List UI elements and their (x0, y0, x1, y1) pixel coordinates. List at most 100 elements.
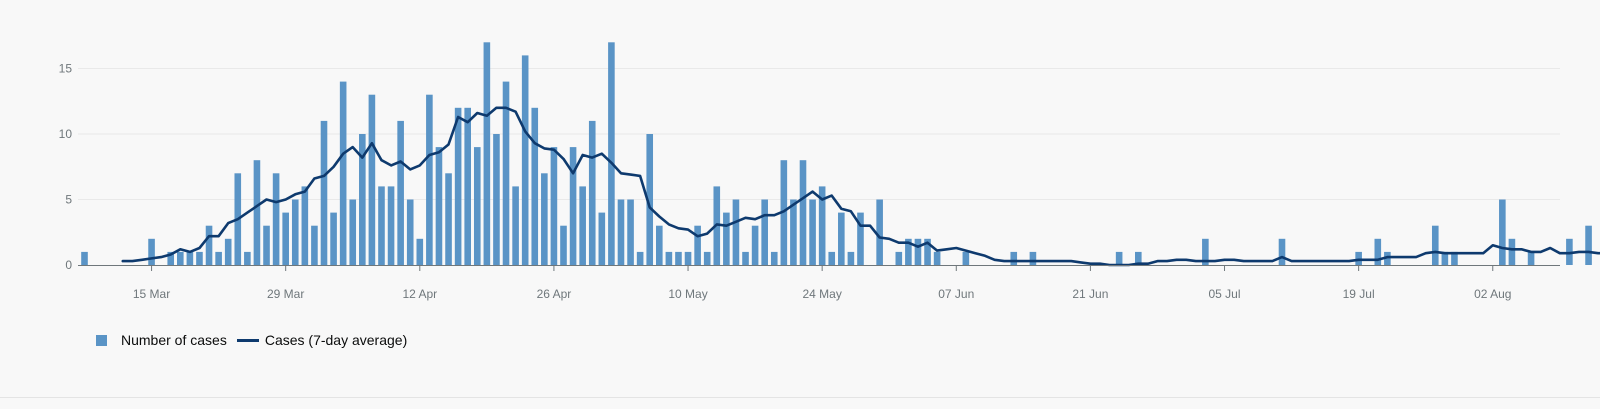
case-bar[interactable] (291, 199, 299, 266)
y-tick-label: 15 (59, 62, 73, 76)
case-bar[interactable] (818, 186, 826, 265)
case-bar[interactable] (1135, 251, 1142, 265)
case-bar[interactable] (847, 251, 855, 265)
case-bar[interactable] (1451, 251, 1458, 265)
case-bar[interactable] (81, 251, 88, 265)
case-bar[interactable] (1508, 238, 1516, 265)
case-bar[interactable] (502, 81, 510, 265)
case-bar[interactable] (770, 251, 778, 265)
case-bar[interactable] (330, 212, 337, 265)
legend-item-bars[interactable]: Number of cases (96, 332, 227, 348)
seven-day-average-line[interactable] (121, 106, 1600, 267)
case-bar[interactable] (148, 238, 155, 265)
x-tick-label: 02 Aug (1474, 287, 1511, 301)
case-bar[interactable] (349, 199, 357, 266)
case-bar[interactable] (406, 199, 414, 266)
case-bar[interactable] (914, 238, 922, 265)
case-bar[interactable] (598, 212, 606, 265)
case-bar[interactable] (253, 160, 261, 265)
case-bar[interactable] (1278, 238, 1286, 265)
case-bar[interactable] (828, 251, 836, 265)
case-bar[interactable] (684, 251, 692, 265)
case-bar[interactable] (723, 212, 730, 265)
case-bar[interactable] (1441, 251, 1449, 265)
case-bar[interactable] (809, 199, 816, 266)
case-bar[interactable] (282, 212, 289, 265)
case-bar[interactable] (617, 199, 625, 266)
legend-item-line[interactable]: Cases (7-day average) (236, 332, 407, 348)
case-bar[interactable] (1585, 225, 1592, 265)
case-bar[interactable] (1010, 251, 1018, 265)
case-bar[interactable] (1499, 199, 1506, 266)
case-bar[interactable] (473, 147, 481, 265)
case-bar[interactable] (1029, 251, 1037, 265)
case-bar[interactable] (857, 212, 864, 265)
case-bar[interactable] (339, 81, 347, 265)
case-bar[interactable] (205, 225, 213, 265)
case-bar[interactable] (416, 238, 424, 265)
case-bar[interactable] (1355, 251, 1362, 265)
case-bar[interactable] (368, 94, 376, 265)
case-bar[interactable] (627, 199, 634, 266)
case-bar[interactable] (493, 134, 500, 265)
case-bar[interactable] (483, 42, 491, 265)
case-bar[interactable] (1202, 238, 1209, 265)
case-bar[interactable] (320, 120, 328, 266)
case-bar[interactable] (933, 251, 941, 265)
case-bar[interactable] (301, 186, 309, 265)
case-bar[interactable] (1527, 251, 1535, 265)
case-bar[interactable] (263, 225, 270, 265)
case-bar[interactable] (665, 251, 673, 265)
case-bar[interactable] (387, 186, 395, 265)
case-bar[interactable] (244, 251, 251, 265)
case-bar[interactable] (895, 251, 903, 265)
case-bar[interactable] (905, 238, 912, 265)
case-bar[interactable] (445, 173, 452, 265)
case-bar[interactable] (569, 147, 577, 265)
case-bar[interactable] (1374, 238, 1382, 265)
case-bar[interactable] (790, 199, 797, 266)
case-bar[interactable] (579, 186, 586, 265)
case-bar[interactable] (177, 251, 184, 265)
case-bar[interactable] (799, 160, 807, 265)
case-bar[interactable] (761, 199, 768, 266)
case-bar[interactable] (560, 225, 567, 265)
case-bar[interactable] (311, 225, 318, 265)
case-bar[interactable] (636, 251, 644, 265)
case-bar[interactable] (359, 134, 366, 265)
case-bar[interactable] (167, 251, 175, 265)
case-bar[interactable] (531, 107, 539, 265)
case-bar[interactable] (838, 212, 845, 265)
case-bar[interactable] (962, 251, 970, 265)
case-bar[interactable] (454, 107, 462, 265)
case-bar[interactable] (272, 173, 280, 265)
case-bar[interactable] (464, 107, 471, 265)
case-bar[interactable] (215, 251, 222, 265)
case-bar[interactable] (876, 199, 883, 266)
case-bar[interactable] (646, 134, 654, 265)
case-bar[interactable] (732, 199, 740, 266)
case-bar[interactable] (1431, 225, 1439, 265)
case-bar[interactable] (751, 225, 759, 265)
case-bar[interactable] (1115, 251, 1123, 265)
case-bar[interactable] (550, 147, 558, 265)
case-bar[interactable] (186, 251, 194, 265)
case-bar[interactable] (196, 251, 203, 265)
case-bar[interactable] (694, 225, 701, 265)
case-bar[interactable] (588, 120, 596, 266)
case-bar[interactable] (742, 251, 749, 265)
case-bar[interactable] (397, 120, 404, 266)
case-bar[interactable] (224, 238, 232, 265)
case-bar[interactable] (426, 94, 433, 265)
case-bar[interactable] (924, 238, 931, 265)
case-bar[interactable] (435, 147, 443, 265)
case-bar[interactable] (512, 186, 519, 265)
case-bar[interactable] (703, 251, 711, 265)
case-bar[interactable] (656, 225, 663, 265)
case-bar[interactable] (378, 186, 385, 265)
case-bar[interactable] (521, 55, 529, 266)
case-bar[interactable] (675, 251, 682, 265)
average-line-series (121, 106, 1600, 267)
case-bar[interactable] (608, 42, 615, 265)
case-bar[interactable] (541, 173, 548, 265)
